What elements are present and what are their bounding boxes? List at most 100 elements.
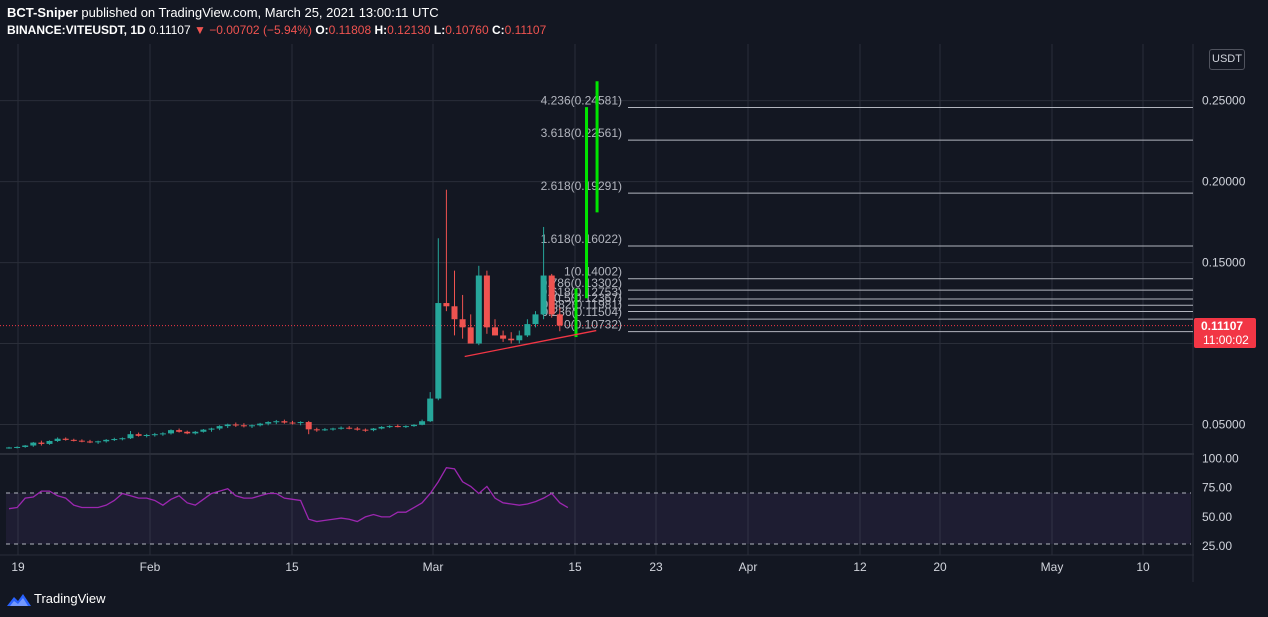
candle-body <box>386 426 393 428</box>
candle-body <box>46 440 53 444</box>
rsi-tick-label: 100.00 <box>1202 451 1239 465</box>
candle-body <box>232 424 239 426</box>
candle-body <box>95 441 102 443</box>
candle-body <box>516 335 523 341</box>
candle-body <box>281 421 288 423</box>
rsi-band-fill <box>6 493 1191 544</box>
tradingview-logo-icon <box>7 594 31 606</box>
candle-body <box>362 429 369 431</box>
fib-level-label: 4.236(0.24581) <box>541 93 622 107</box>
candle-body <box>483 275 490 328</box>
candle-body <box>459 319 466 328</box>
candle-body <box>443 303 450 307</box>
candle-body <box>548 275 555 315</box>
candle-body <box>435 303 442 399</box>
rsi-tick-label: 75.00 <box>1202 481 1232 495</box>
symbol-label[interactable]: BINANCE:VITEUSDT, 1D <box>7 23 146 37</box>
time-tick-label: 15 <box>568 560 582 574</box>
candle-body <box>38 442 45 444</box>
time-tick-label: Feb <box>140 560 161 574</box>
fib-level-label: 3.618(0.22561) <box>541 126 622 140</box>
price-axis-ticks: 0.25000 0.20000 0.15000 0.05000 <box>1202 94 1246 432</box>
fib-level-label: 0.786(0.13302) <box>541 276 622 290</box>
candle-body <box>168 430 174 434</box>
candle-body <box>30 442 37 446</box>
time-tick-label: Apr <box>739 560 758 574</box>
fibonacci-extension[interactable]: 4.236(0.24581) 3.618(0.22561) 2.618(0.1929… <box>541 93 1193 333</box>
grid <box>0 44 1193 555</box>
high-label: H: <box>374 23 388 37</box>
candle-body <box>54 438 61 441</box>
candle-body <box>143 435 150 436</box>
candle-body <box>305 422 312 430</box>
bar-countdown: 11:00:02 <box>1203 332 1249 347</box>
candle-body <box>103 439 110 442</box>
candle-body <box>6 447 12 449</box>
chart-header: BCT-Sniper published on TradingView.com,… <box>0 0 1268 44</box>
time-tick-label: 19 <box>11 560 25 574</box>
time-axis-ticks: 19 Feb 15 Mar 15 23 Apr 12 20 May 10 <box>11 560 1150 574</box>
open-label: O: <box>315 23 329 37</box>
candle-body <box>240 425 247 427</box>
time-tick-label: Mar <box>423 560 444 574</box>
price-tick-label: 0.25000 <box>1202 94 1246 108</box>
candle-body <box>87 441 93 443</box>
candle-body <box>135 434 142 436</box>
fib-level-label: 2.618(0.19291) <box>541 179 622 193</box>
candle-body <box>216 426 223 429</box>
candle-body <box>451 306 458 320</box>
candle-body <box>524 324 531 336</box>
currency-label[interactable]: USDT <box>1209 49 1245 70</box>
open-value: 0.11808 <box>328 23 372 37</box>
candle-body <box>540 275 547 315</box>
candle-body <box>330 428 336 430</box>
candle-body <box>119 438 126 440</box>
fib-level-label: 1.618(0.16022) <box>541 232 622 246</box>
candle-body <box>14 446 21 448</box>
fib-level-label: 0.382(0.11981) <box>541 297 622 311</box>
candle-body <box>492 327 498 336</box>
last-price: 0.11107 <box>149 23 191 37</box>
candle-body <box>394 426 401 428</box>
candle-body <box>289 422 296 424</box>
candle-body <box>159 433 166 435</box>
price-tick-label: 0.05000 <box>1202 417 1246 431</box>
candle-body <box>346 427 353 429</box>
rsi-line <box>8 467 569 523</box>
time-tick-label: 15 <box>285 560 299 574</box>
author-name[interactable]: BCT-Sniper <box>7 5 78 20</box>
candle-body <box>224 424 231 427</box>
candle-body <box>111 439 118 441</box>
candle-body <box>402 426 409 428</box>
price-tick-label: 0.20000 <box>1202 175 1246 189</box>
candle-body <box>78 440 85 442</box>
fib-level-label: 0.618(0.12753) <box>541 285 622 299</box>
current-price-value: 0.11107 <box>1201 318 1244 333</box>
fib-level-label: 1(0.14002) <box>564 265 622 279</box>
close-label: C: <box>491 23 505 37</box>
down-arrow-icon: ▼ <box>193 23 206 37</box>
time-tick-label: 12 <box>853 560 867 574</box>
candle-body <box>467 327 474 344</box>
candle-body <box>192 431 199 434</box>
candle-body <box>500 335 507 339</box>
candle-body <box>273 421 280 423</box>
candle-body <box>200 429 207 432</box>
candle-body <box>475 275 482 344</box>
rsi-tick-label: 25.00 <box>1202 539 1232 553</box>
support-trendline[interactable] <box>464 329 597 358</box>
candle-body <box>427 398 434 422</box>
low-label: L: <box>433 23 446 37</box>
projection-bars <box>574 81 599 338</box>
time-tick-label: May <box>1041 560 1064 574</box>
candle-body <box>378 426 385 429</box>
low-value: 0.10760 <box>445 23 489 37</box>
published-text: published on TradingView.com, March 25, … <box>81 5 439 20</box>
candle-body <box>556 314 563 326</box>
candle-body <box>176 430 183 432</box>
candle-body <box>257 423 264 426</box>
time-tick-label: 20 <box>933 560 947 574</box>
fib-level-label: 0(0.10732) <box>564 318 622 332</box>
time-tick-label: 10 <box>1136 560 1150 574</box>
